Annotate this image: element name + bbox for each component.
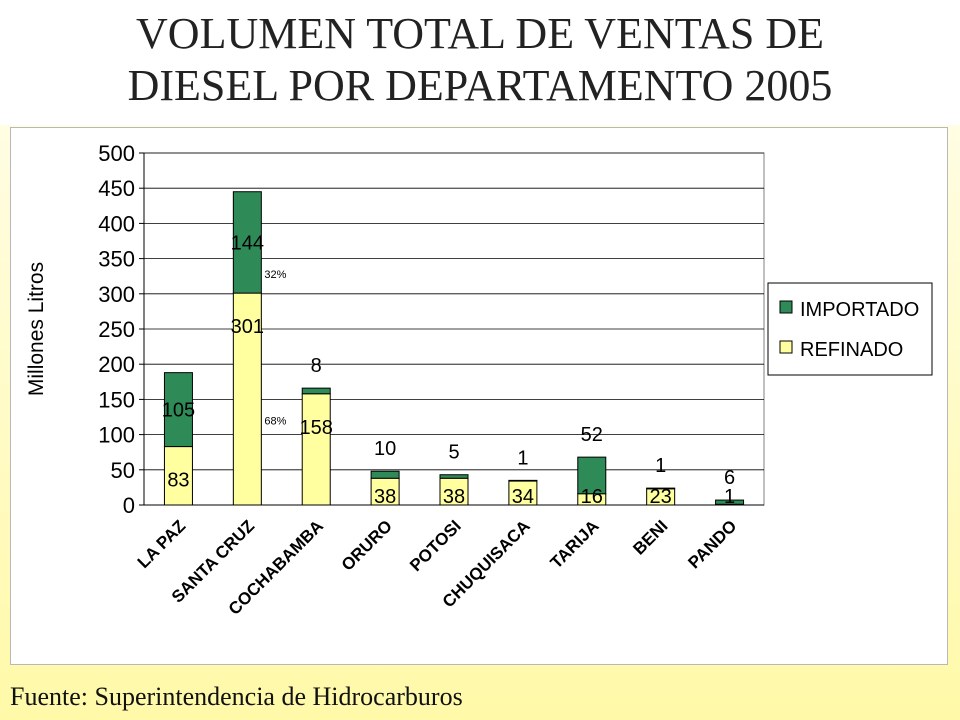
bar-importado	[439, 474, 469, 479]
data-label-refinado: 23	[650, 486, 672, 508]
x-tick-label: POTOSI	[406, 516, 465, 575]
title-line-2: DIESEL POR DEPARTAMENTO 2005	[127, 61, 833, 110]
bar-importado	[577, 456, 607, 495]
bar-importado	[163, 372, 193, 448]
y-tick-label: 200	[98, 352, 135, 377]
legend-swatch	[779, 340, 793, 354]
x-tick-label: LA PAZ	[134, 516, 190, 572]
y-tick-label: 300	[98, 282, 135, 307]
x-tick-label: TARIJA	[547, 516, 603, 572]
x-tick-label: ORURO	[338, 516, 396, 574]
data-label-importado: 144	[231, 232, 264, 254]
legend-label: IMPORTADO	[800, 299, 919, 321]
bar-refinado	[163, 446, 193, 506]
title-line-1: VOLUMEN TOTAL DE VENTAS DE	[136, 9, 824, 58]
y-tick-label: 50	[111, 458, 135, 483]
data-label-importado: 52	[581, 424, 603, 446]
data-label-refinado: 83	[167, 470, 189, 492]
bar-importado	[508, 479, 538, 482]
data-label-refinado: 158	[300, 417, 333, 439]
data-label-refinado: 38	[443, 486, 465, 508]
bar-importado	[301, 387, 331, 395]
y-axis-label: Millones Litros	[25, 262, 48, 396]
page-title: VOLUMEN TOTAL DE VENTAS DE DIESEL POR DE…	[0, 8, 960, 112]
bar-importado	[715, 499, 745, 505]
data-label-refinado: 301	[231, 316, 264, 338]
y-tick-label: 150	[98, 387, 135, 412]
chart-panel: 0 50 100 150 200 250 300 350 400 450 500 Millones L…	[10, 127, 948, 665]
legend-box	[767, 282, 933, 376]
legend-label: REFINADO	[800, 339, 903, 361]
data-label-importado: 5	[448, 442, 459, 464]
y-tick-label: 400	[98, 211, 135, 236]
data-label-refinado: 16	[581, 486, 603, 508]
y-tick-label: 450	[98, 176, 135, 201]
y-tick-label: 0	[123, 493, 135, 518]
data-label-importado: 10	[374, 438, 396, 460]
data-label-importado: 1	[517, 447, 528, 469]
source-note: Fuente: Superintendencia de Hidrocarburo…	[10, 682, 463, 711]
bar-importado	[370, 470, 400, 479]
x-tick-label: PANDO	[684, 516, 740, 572]
data-label-importado: 8	[311, 355, 322, 377]
y-tick-label: 500	[98, 141, 135, 166]
percent-annotation: 68%	[264, 415, 286, 427]
y-tick-label: 100	[98, 423, 135, 448]
bar-importado	[232, 191, 262, 294]
data-label-refinado: 1	[724, 486, 735, 508]
legend-swatch	[779, 300, 793, 314]
stacked-bar-chart: 0 50 100 150 200 250 300 350 400 450 500 Millones L…	[25, 141, 933, 619]
data-label-importado: 105	[162, 400, 195, 422]
percent-annotation: 32%	[264, 269, 286, 281]
bar-refinado	[301, 393, 331, 506]
data-label-refinado: 38	[374, 486, 396, 508]
y-tick-label: 350	[98, 247, 135, 272]
y-tick-label: 250	[98, 317, 135, 342]
bar-refinado	[439, 477, 469, 506]
data-label-refinado: 34	[512, 486, 534, 508]
x-tick-label: BENI	[629, 516, 671, 558]
data-label-importado: 1	[655, 455, 666, 477]
data-label-importado: 6	[724, 467, 735, 489]
bar-importado	[646, 487, 676, 490]
